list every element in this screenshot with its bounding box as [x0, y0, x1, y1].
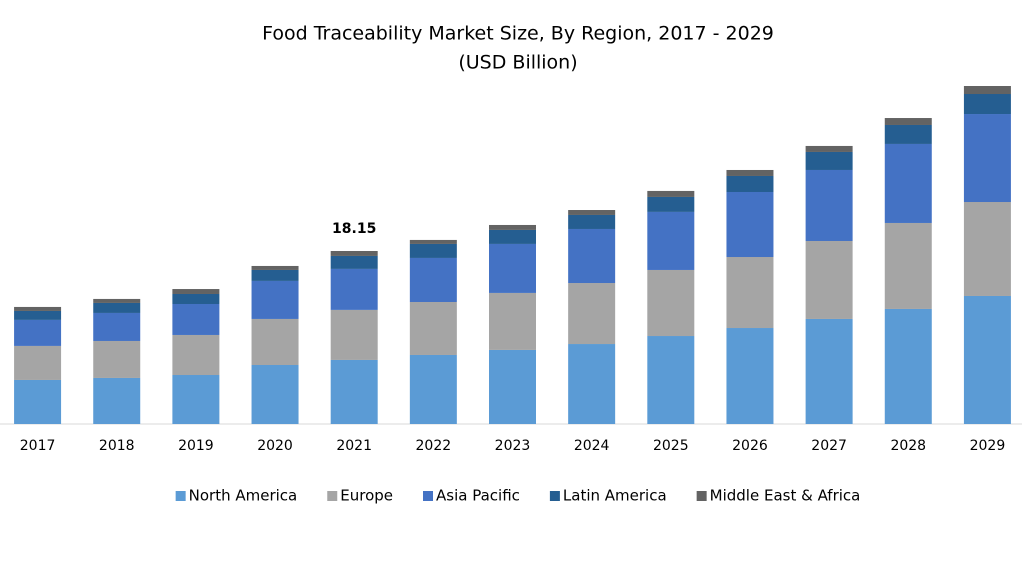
- bar-segment: [330, 250, 378, 256]
- chart-title: Food Traceability Market Size, By Region…: [262, 23, 774, 45]
- bar-segment: [805, 151, 853, 170]
- legend-label: North America: [189, 487, 298, 505]
- bar-segment: [726, 257, 774, 329]
- bar-segment: [93, 377, 141, 424]
- x-tick-label: 2023: [495, 438, 531, 454]
- bar-segment: [409, 301, 457, 355]
- bar-segment: [963, 202, 1011, 296]
- legend-swatch: [423, 491, 434, 501]
- bar-segment: [963, 114, 1011, 203]
- bar-segment: [805, 318, 853, 424]
- bar-segment: [647, 269, 695, 337]
- bar-segment: [726, 191, 774, 258]
- bar-segment: [14, 345, 62, 380]
- bar-segment: [568, 344, 616, 424]
- bar-segment: [251, 318, 299, 365]
- bar-segment: [568, 283, 616, 345]
- x-tick-label: 2024: [574, 438, 610, 454]
- bar-segment: [568, 210, 616, 215]
- bar-segment: [251, 265, 299, 270]
- bar-segment: [805, 169, 853, 241]
- x-tick-label: 2019: [178, 438, 214, 454]
- bar-segment: [409, 239, 457, 244]
- bar-segment: [172, 303, 220, 335]
- bar-segment: [726, 169, 774, 176]
- bar-segment: [172, 334, 220, 376]
- bar-segment: [489, 349, 536, 424]
- bar-segment: [963, 94, 1011, 115]
- x-tick-label: 2020: [257, 438, 293, 454]
- x-tick-label: 2021: [336, 438, 372, 454]
- bar-segment: [489, 243, 536, 293]
- bar-segment: [647, 190, 695, 197]
- bar-segment: [489, 292, 536, 350]
- bar-segment: [251, 364, 299, 424]
- bar-segment: [172, 289, 220, 294]
- bar-segment: [884, 118, 932, 125]
- bar-segment: [14, 319, 62, 346]
- bar-segment: [14, 306, 62, 311]
- bar-segment: [330, 309, 378, 360]
- bar-segment: [93, 340, 141, 378]
- legend-swatch: [175, 491, 186, 501]
- x-tick-label: 2018: [99, 438, 135, 454]
- bar-segment: [568, 214, 616, 229]
- bar-segment: [726, 175, 774, 192]
- bar-segment: [568, 228, 616, 284]
- bar-segment: [647, 196, 695, 212]
- bar-segment: [14, 310, 62, 320]
- bar-segment: [805, 145, 853, 152]
- bar-segment: [93, 298, 141, 303]
- bar-segment: [14, 379, 62, 424]
- bar-segment: [963, 295, 1011, 424]
- bar-segment: [251, 269, 299, 281]
- bar-segment: [172, 293, 220, 304]
- chart-subtitle: (USD Billion): [458, 52, 577, 74]
- bar-segment: [93, 312, 141, 341]
- legend-label: Middle East & Africa: [710, 487, 861, 505]
- x-tick-label: 2027: [811, 438, 847, 454]
- bar-segment: [963, 86, 1011, 95]
- data-label: 18.15: [332, 221, 376, 237]
- bar-segment: [409, 243, 457, 258]
- bar-segment: [251, 280, 299, 319]
- legend-swatch: [549, 491, 560, 501]
- bar-segment: [489, 229, 536, 244]
- bar-segment: [647, 211, 695, 270]
- bar-segment: [330, 359, 378, 424]
- legend: North America Europe Asia Pacific Latin Ame…: [175, 487, 861, 505]
- bar-segment: [726, 328, 774, 424]
- x-tick-label: 2017: [20, 438, 56, 454]
- bar-segment: [805, 240, 853, 319]
- bar-segment: [172, 375, 220, 424]
- bar-segment: [93, 302, 141, 313]
- bar-segment: [884, 143, 932, 223]
- legend-label: Latin America: [563, 487, 667, 505]
- x-tick-label: 2026: [732, 438, 768, 454]
- legend-swatch: [327, 491, 338, 501]
- bar-segment: [647, 336, 695, 424]
- bar-segment: [330, 268, 378, 310]
- bar-segment: [330, 255, 378, 269]
- legend-label: Europe: [340, 487, 393, 505]
- x-tick-label: 2022: [416, 438, 452, 454]
- bar-segment: [884, 222, 932, 309]
- x-tick-label: 2028: [890, 438, 926, 454]
- bar-segment: [409, 257, 457, 302]
- legend-swatch: [696, 491, 707, 501]
- bar-segment: [489, 224, 536, 230]
- bar-segment: [884, 124, 932, 144]
- x-tick-label: 2025: [653, 438, 689, 454]
- x-tick-label: 2029: [970, 438, 1006, 454]
- bar-segment: [884, 308, 932, 424]
- bar-segment: [409, 354, 457, 424]
- legend-label: Asia Pacific: [436, 487, 520, 505]
